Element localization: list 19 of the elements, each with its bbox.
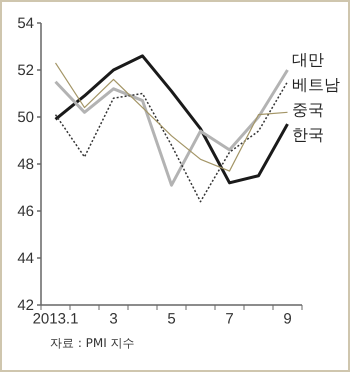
y-tick-label: 46 <box>17 202 34 220</box>
series-label: 중국 <box>292 100 324 120</box>
x-tick-label: 7 <box>225 310 234 328</box>
line-series <box>54 62 288 172</box>
y-tick-label: 52 <box>17 62 34 79</box>
x-tick-label: 5 <box>167 310 176 328</box>
y-tick-label: 44 <box>17 250 34 267</box>
text: 자료 : PMI 지수 <box>50 336 135 350</box>
line-series <box>54 81 288 202</box>
y-tick-label: 54 <box>17 14 34 32</box>
x-tick-label: 3 <box>109 310 118 328</box>
y-tick-label: 42 <box>17 296 34 314</box>
series-label: 베트남 <box>292 75 340 94</box>
series-label: 대만 <box>292 50 324 70</box>
series-label: 한국 <box>292 125 324 144</box>
y-tick-label: 50 <box>17 108 34 126</box>
x-tick-label: 9 <box>283 310 292 328</box>
y-tick-label: 48 <box>17 156 34 173</box>
x-tick-label: 2013.1 <box>32 310 78 328</box>
